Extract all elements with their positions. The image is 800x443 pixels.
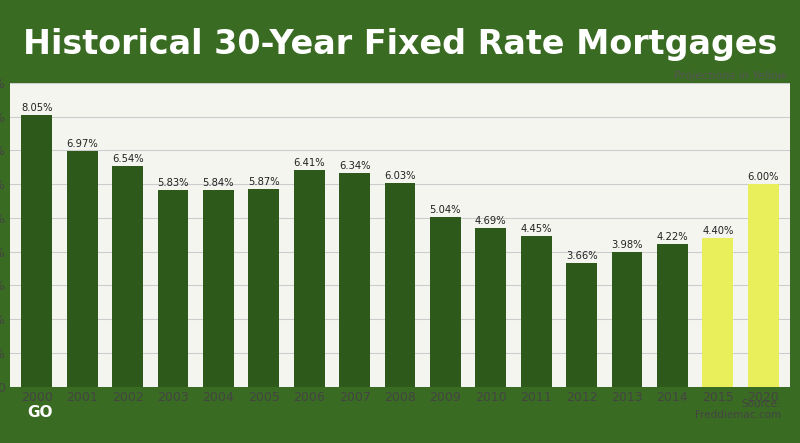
Text: 6.54%: 6.54% [112, 154, 143, 164]
Bar [521, 237, 552, 387]
Text: 6.97%: 6.97% [66, 140, 98, 149]
Bar [430, 217, 461, 387]
Text: 5.04%: 5.04% [430, 205, 461, 214]
Bar [22, 115, 52, 387]
Bar [203, 190, 234, 387]
Text: 5.84%: 5.84% [202, 178, 234, 187]
Text: 6.41%: 6.41% [294, 158, 325, 168]
Text: Source:
Freddiemac.com: Source: Freddiemac.com [695, 399, 781, 420]
Text: 4.40%: 4.40% [702, 226, 734, 236]
Text: 5.87%: 5.87% [248, 176, 280, 187]
Text: 4.22%: 4.22% [657, 232, 688, 242]
Text: Projections in Yellow: Projections in Yellow [674, 71, 786, 82]
Text: 6.00%: 6.00% [747, 172, 779, 182]
Bar [112, 166, 143, 387]
Bar [385, 183, 415, 387]
Text: 6.34%: 6.34% [339, 161, 370, 171]
Text: 6.03%: 6.03% [384, 171, 416, 181]
Bar [248, 189, 279, 387]
Bar [158, 190, 189, 387]
Bar [657, 244, 688, 387]
Bar [294, 170, 325, 387]
Bar [339, 173, 370, 387]
Bar [748, 184, 778, 387]
Text: BankingRates: BankingRates [71, 405, 190, 420]
Bar [702, 238, 734, 387]
Text: 3.66%: 3.66% [566, 251, 598, 261]
Text: 8.05%: 8.05% [21, 103, 53, 113]
Bar [475, 229, 506, 387]
Text: 5.83%: 5.83% [158, 178, 189, 188]
Bar [19, 394, 62, 431]
Text: 4.45%: 4.45% [521, 225, 552, 234]
Bar [611, 253, 642, 387]
Bar [66, 152, 98, 387]
Text: GO: GO [28, 405, 53, 420]
Bar [566, 263, 597, 387]
Text: 3.98%: 3.98% [611, 240, 642, 250]
Text: 4.69%: 4.69% [475, 216, 506, 226]
Text: Historical 30-Year Fixed Rate Mortgages: Historical 30-Year Fixed Rate Mortgages [23, 27, 777, 61]
